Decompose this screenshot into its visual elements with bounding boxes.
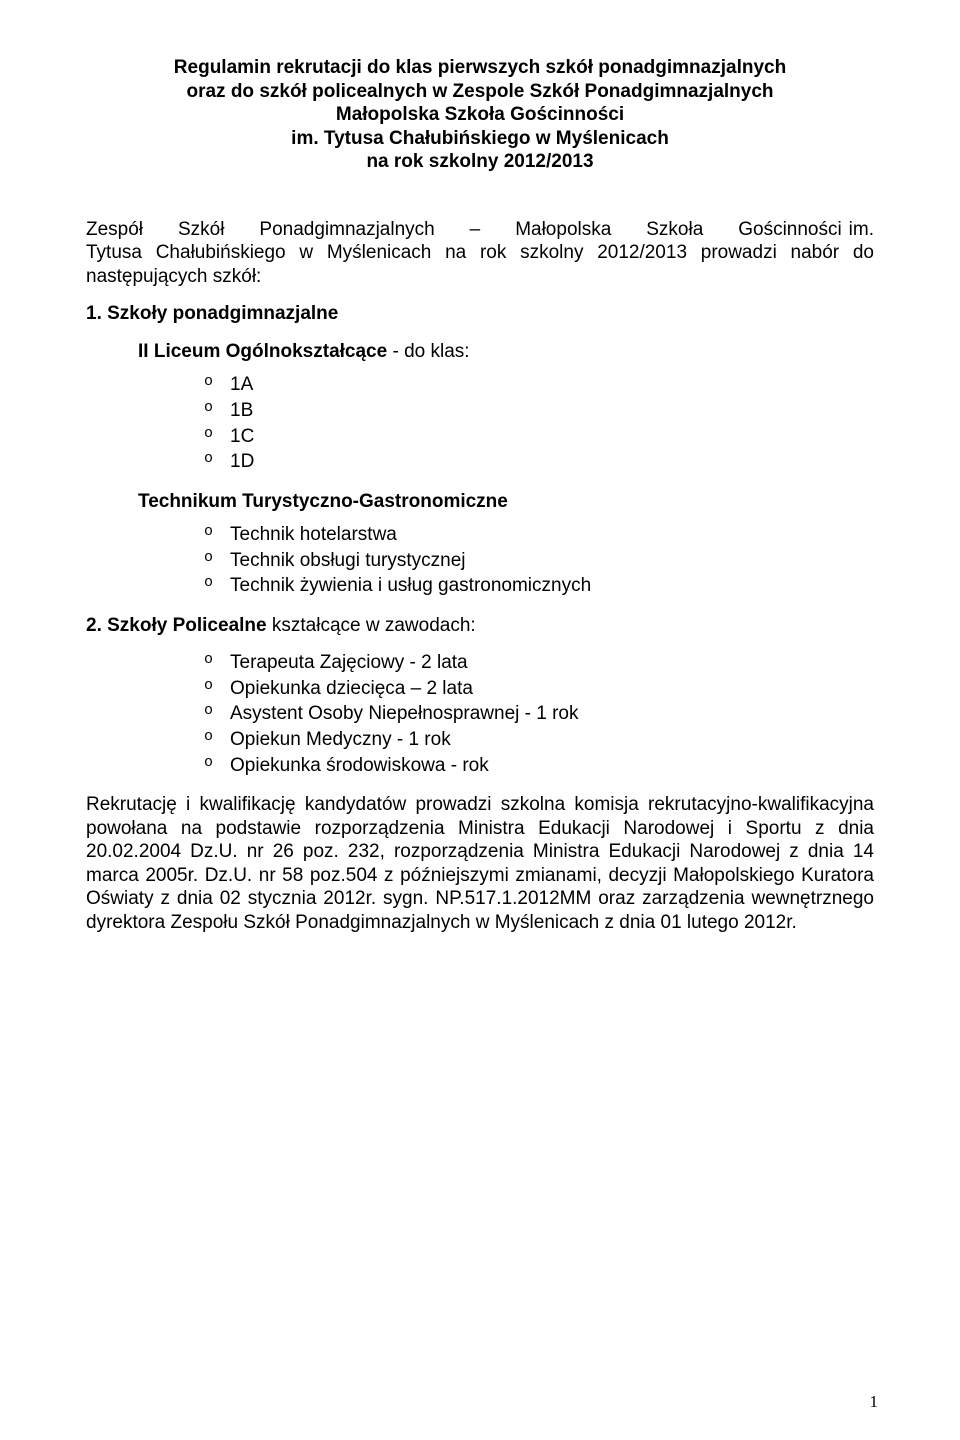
technikum-title: Technikum Turystyczno-Gastronomiczne [138, 490, 874, 514]
list-item: 1B [204, 399, 874, 423]
terapeuta: Terapeuta Zajęciowy - 2 lata [230, 652, 468, 673]
list-item: 1C [204, 425, 874, 449]
policealne-list: Terapeuta Zajęciowy - 2 lata Opiekunka d… [204, 651, 874, 777]
list-item: 1D [204, 450, 874, 474]
title-line-4: im. Tytusa Chałubińskiego w Myślenicach [86, 127, 874, 151]
list-item: Technik obsługi turystycznej [204, 549, 874, 573]
title-line-5: na rok szkolny 2012/2013 [86, 150, 874, 174]
closing-paragraph: Rekrutację i kwalifikację kandydatów pro… [86, 793, 874, 934]
section-2-prefix: 2. Szkoły Policealne [86, 615, 267, 636]
opiekunka-dziecieca: Opiekunka dziecięca – 2 lata [230, 678, 473, 699]
liceum-suffix: - do klas: [387, 341, 469, 362]
liceum-title: II Liceum Ogólnokształcące [138, 341, 387, 362]
list-item: Opiekunka dziecięca – 2 lata [204, 677, 874, 701]
class-1c: 1C [230, 426, 254, 447]
technik-hotelarstwa: Technik hotelarstwa [230, 524, 397, 545]
section-2-heading: 2. Szkoły Policealne kształcące w zawoda… [86, 614, 874, 638]
technikum-list: Technik hotelarstwa Technik obsługi tury… [204, 523, 874, 598]
list-item: Technik hotelarstwa [204, 523, 874, 547]
list-item: Opiekunka środowiskowa - rok [204, 754, 874, 778]
technik-zywienia: Technik żywienia i usług gastronomicznyc… [230, 575, 591, 596]
liceum-block: II Liceum Ogólnokształcące - do klas: [138, 340, 874, 364]
list-item: 1A [204, 373, 874, 397]
class-1a: 1A [230, 374, 253, 395]
title-line-3: Małopolska Szkoła Gościnności [86, 103, 874, 127]
intro-line-spaced: Zespół Szkół Ponadgimnazjalnych – Małopo… [86, 219, 842, 240]
liceum-class-list: 1A 1B 1C 1D [204, 373, 874, 473]
document-title: Regulamin rekrutacji do klas pierwszych … [86, 56, 874, 174]
opiekun-medyczny: Opiekun Medyczny - 1 rok [230, 729, 451, 750]
list-item: Asystent Osoby Niepełnosprawnej - 1 rok [204, 702, 874, 726]
technikum-block: Technikum Turystyczno-Gastronomiczne [138, 490, 874, 514]
list-item: Technik żywienia i usług gastronomicznyc… [204, 574, 874, 598]
liceum-title-row: II Liceum Ogólnokształcące - do klas: [138, 340, 874, 364]
page-number: 1 [870, 1392, 879, 1412]
intro-paragraph: Zespół Szkół Ponadgimnazjalnych – Małopo… [86, 218, 874, 289]
section-1-heading: 1. Szkoły ponadgimnazjalne [86, 302, 874, 326]
technik-turystyki: Technik obsługi turystycznej [230, 550, 466, 571]
class-1d: 1D [230, 451, 254, 472]
title-line-2: oraz do szkół policealnych w Zespole Szk… [86, 80, 874, 104]
asystent-niepelnosprawnej: Asystent Osoby Niepełnosprawnej - 1 rok [230, 703, 579, 724]
list-item: Opiekun Medyczny - 1 rok [204, 728, 874, 752]
list-item: Terapeuta Zajęciowy - 2 lata [204, 651, 874, 675]
section-2-suffix: kształcące w zawodach: [267, 615, 476, 636]
opiekunka-srodowiskowa: Opiekunka środowiskowa - rok [230, 755, 489, 776]
class-1b: 1B [230, 400, 253, 421]
title-line-1: Regulamin rekrutacji do klas pierwszych … [86, 56, 874, 80]
